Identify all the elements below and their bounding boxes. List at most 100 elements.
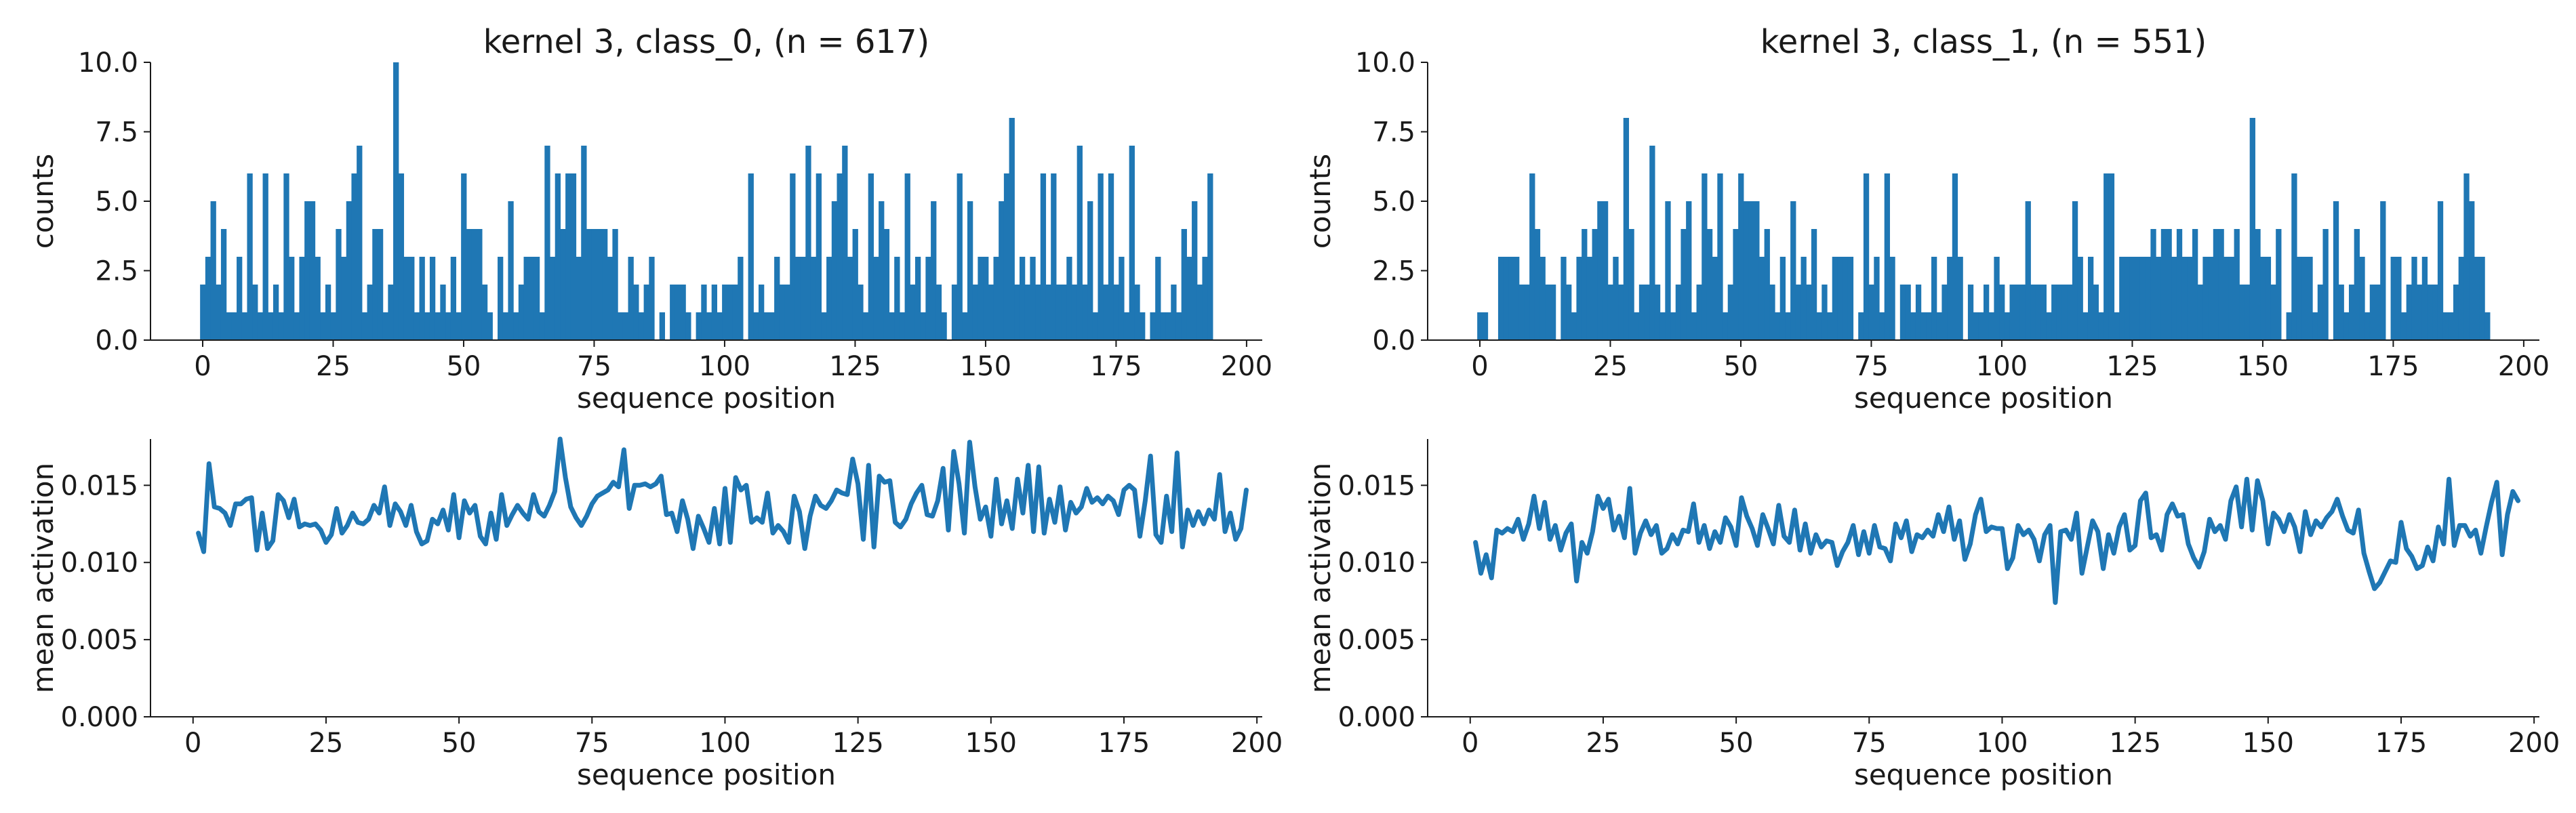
bar: [2213, 229, 2219, 340]
bar: [1926, 312, 1932, 340]
bar: [1754, 201, 1760, 340]
bar: [2317, 285, 2324, 340]
bar: [315, 257, 321, 340]
bar: [2104, 173, 2110, 340]
bar: [550, 257, 556, 340]
bar: [774, 257, 780, 340]
bar: [1160, 312, 1167, 340]
bar: [1889, 257, 1895, 340]
x-tick-label: 175: [2367, 351, 2419, 382]
bar: [581, 146, 587, 340]
bar: [539, 312, 545, 340]
bar: [586, 229, 592, 340]
x-tick-label: 100: [1976, 351, 2028, 382]
bar: [1999, 285, 2005, 340]
bar: [508, 201, 514, 340]
y-tick-label: 0.005: [60, 625, 138, 656]
x-tick-label: 25: [1586, 728, 1620, 759]
bar: [1082, 285, 1088, 340]
bar: [1561, 257, 1567, 340]
bar: [602, 229, 608, 340]
bar: [591, 229, 597, 340]
bar: [1764, 229, 1770, 340]
bar: [320, 312, 326, 340]
bar: [2400, 312, 2407, 340]
bar: [2004, 312, 2011, 340]
bar: [534, 257, 540, 340]
bar: [1847, 257, 1854, 340]
y-tick-label: 0.010: [1337, 547, 1415, 579]
x-tick-label: 200: [1221, 351, 1272, 382]
bar: [2463, 173, 2470, 340]
bar: [2432, 285, 2438, 340]
panel-class1-counts: 0 25 50 75 100 125 150 175 200 0.0 2.5 5.0 7.5 10.0 se…: [1304, 23, 2550, 415]
bar: [1129, 146, 1135, 340]
bar: [576, 257, 582, 340]
bar: [649, 257, 655, 340]
bar: [1691, 312, 1697, 340]
bar: [1545, 285, 1551, 340]
bar: [424, 312, 430, 340]
bar: [628, 257, 634, 340]
bar: [1905, 285, 1911, 340]
x-tick-label: 200: [1231, 728, 1283, 759]
bar: [555, 173, 561, 340]
bar: [268, 312, 274, 340]
bar: [696, 312, 702, 340]
bar: [1613, 257, 1619, 340]
series-line: [1473, 476, 2521, 605]
x-axis-label: sequence position: [577, 381, 836, 415]
bar: [257, 312, 264, 340]
bar: [2197, 285, 2203, 340]
bar: [2375, 285, 2381, 340]
x-tick-label: 75: [575, 728, 609, 759]
bar: [1529, 173, 1535, 340]
x-tick-label: 150: [2237, 351, 2289, 382]
bar: [445, 312, 451, 340]
y-axis-label: mean activation: [1304, 463, 1337, 693]
bar: [1566, 285, 1572, 340]
y-tick-label: 0.015: [1337, 470, 1415, 501]
bar: [2296, 257, 2303, 340]
bar: [2249, 118, 2255, 340]
bar: [351, 173, 357, 340]
bar: [2301, 257, 2308, 340]
chart-title: kernel 3, class_1, (n = 551): [1760, 23, 2207, 61]
bar: [523, 257, 529, 340]
bar: [1098, 173, 1104, 340]
bar: [779, 285, 786, 340]
bar: [544, 146, 550, 340]
bar: [2150, 229, 2156, 340]
bar: [2411, 257, 2417, 340]
x-tick-label: 200: [2508, 728, 2560, 759]
x-tick-label: 150: [2242, 728, 2294, 759]
bar: [1712, 257, 1718, 340]
y-tick-label: 2.5: [1372, 256, 1415, 287]
bar: [1868, 285, 1874, 340]
x-tick-label: 150: [960, 351, 1011, 382]
bar: [1061, 285, 1067, 340]
bar: [1665, 201, 1671, 340]
x-axis-label: sequence position: [1854, 758, 2113, 791]
bar: [1113, 285, 1119, 340]
bar: [670, 285, 676, 340]
bar: [1822, 285, 1828, 340]
bar: [2343, 312, 2350, 340]
bar: [1978, 312, 1984, 340]
bar: [429, 257, 436, 340]
bar: [800, 257, 806, 340]
bar: [529, 257, 535, 340]
bar: [1202, 257, 1208, 340]
bar: [346, 201, 353, 340]
bar: [2479, 257, 2485, 340]
bar: [1706, 229, 1713, 340]
bar: [2124, 257, 2131, 340]
bar: [2448, 312, 2454, 340]
bar: [1874, 257, 1880, 340]
bar: [1009, 118, 1015, 340]
bar: [935, 285, 942, 340]
bar: [753, 312, 759, 340]
bar: [2223, 257, 2230, 340]
bar: [1524, 285, 1530, 340]
bar: [2156, 257, 2162, 340]
